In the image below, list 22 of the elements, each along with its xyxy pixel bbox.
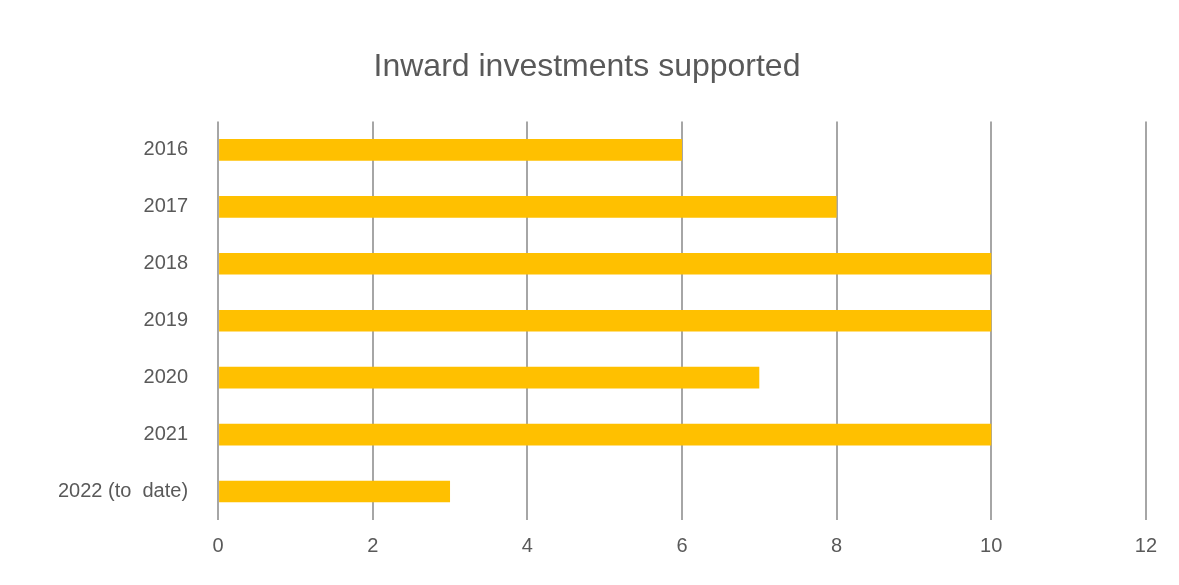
chart-title: Inward investments supported — [373, 47, 801, 84]
bar — [219, 423, 992, 446]
bar — [219, 366, 760, 389]
y-tick-label: 2016 — [143, 137, 189, 160]
x-tick-label: 6 — [676, 533, 688, 556]
bar — [219, 309, 992, 332]
bar — [219, 252, 992, 275]
x-tick-label: 12 — [1134, 533, 1157, 556]
bar — [219, 139, 682, 161]
x-tick-label: 4 — [521, 533, 533, 556]
y-tick-label: 2022 (to date) — [57, 479, 189, 502]
bar — [219, 480, 451, 503]
x-tick-label: 2 — [367, 533, 379, 556]
x-tick-label: 10 — [980, 533, 1003, 556]
x-tick-label: 0 — [212, 533, 224, 556]
y-tick-label: 2020 — [143, 365, 189, 388]
bar — [219, 196, 837, 218]
y-tick-label: 2018 — [143, 251, 189, 274]
y-tick-label: 2021 — [143, 422, 189, 445]
y-tick-label: 2017 — [143, 194, 189, 217]
x-tick-label: 8 — [831, 533, 843, 556]
y-tick-label: 2019 — [143, 308, 189, 331]
